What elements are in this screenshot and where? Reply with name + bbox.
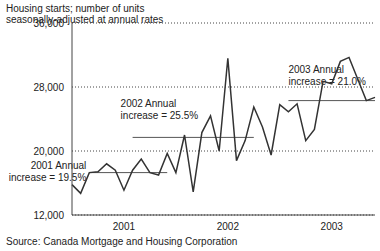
svg-text:12,000: 12,000 — [33, 210, 64, 221]
svg-text:2002: 2002 — [217, 221, 240, 232]
svg-text:2001: 2001 — [113, 221, 136, 232]
svg-text:36,000: 36,000 — [33, 18, 64, 29]
svg-text:2001 Annualincrease = 19.5%: 2001 Annualincrease = 19.5% — [9, 160, 87, 183]
svg-text:28,000: 28,000 — [33, 82, 64, 93]
svg-text:20,000: 20,000 — [33, 146, 64, 157]
svg-text:2003: 2003 — [321, 221, 344, 232]
svg-text:2002 Annualincrease = 25.5%: 2002 Annualincrease = 25.5% — [121, 98, 199, 121]
